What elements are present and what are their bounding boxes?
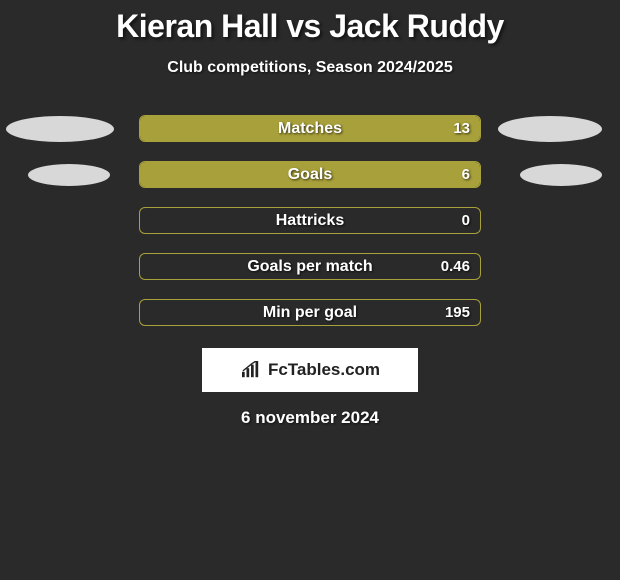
stat-row: Goals per match0.46 [0, 253, 620, 280]
stat-value: 195 [445, 304, 470, 321]
stat-bar: Hattricks0 [139, 207, 481, 234]
page-title: Kieran Hall vs Jack Ruddy [0, 8, 620, 45]
stat-label: Matches [140, 120, 480, 138]
right-ellipse [498, 116, 602, 142]
stat-bar: Goals6 [139, 161, 481, 188]
left-ellipse [6, 116, 114, 142]
stat-row: Goals6 [0, 161, 620, 188]
stat-value: 0.46 [441, 258, 470, 275]
stat-row: Matches13 [0, 115, 620, 142]
date-text: 6 november 2024 [0, 408, 620, 428]
bar-chart-icon [240, 361, 262, 379]
stat-bar: Min per goal195 [139, 299, 481, 326]
left-ellipse [28, 164, 110, 186]
page-subtitle: Club competitions, Season 2024/2025 [0, 59, 620, 77]
stat-row: Hattricks0 [0, 207, 620, 234]
stat-row: Min per goal195 [0, 299, 620, 326]
right-ellipse [520, 164, 602, 186]
stat-label: Hattricks [140, 212, 480, 230]
stat-value: 13 [453, 120, 470, 137]
stat-bar: Matches13 [139, 115, 481, 142]
stat-bar: Goals per match0.46 [139, 253, 481, 280]
stat-label: Goals per match [140, 258, 480, 276]
stat-value: 6 [462, 166, 470, 183]
brand-text: FcTables.com [268, 360, 380, 380]
brand-badge: FcTables.com [202, 348, 418, 392]
stat-label: Goals [140, 166, 480, 184]
stat-value: 0 [462, 212, 470, 229]
stat-rows: Matches13 Goals6 Hattricks0 Goals per match… [0, 115, 620, 326]
stat-label: Min per goal [140, 304, 480, 322]
